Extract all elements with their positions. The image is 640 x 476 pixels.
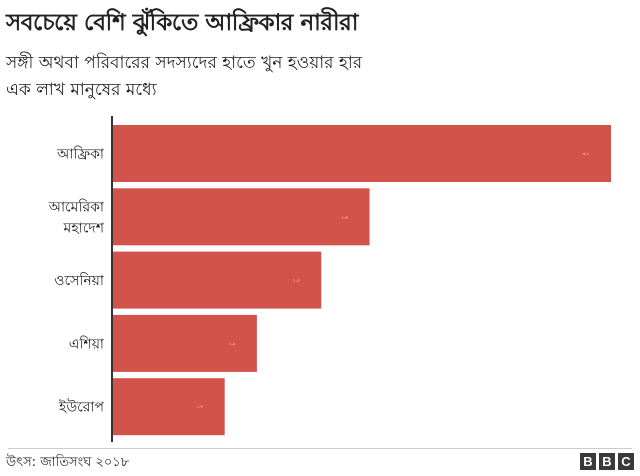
bar bbox=[112, 188, 370, 246]
category-label: এশিয়া bbox=[69, 335, 105, 352]
bar-value-label: ০.৭ bbox=[196, 404, 203, 409]
bar bbox=[112, 125, 611, 182]
category-label: ইউরোপ bbox=[58, 399, 105, 416]
bar-value-label: ৩.১ bbox=[583, 151, 590, 156]
bar bbox=[112, 251, 322, 309]
chart-subtitle: সঙ্গী অথবা পরিবারের সদস্যদের হাতে খুন হও… bbox=[6, 50, 606, 104]
bar bbox=[112, 378, 225, 436]
logo-letter: B bbox=[580, 453, 596, 470]
footer-divider bbox=[8, 448, 632, 449]
logo-letter: C bbox=[618, 453, 634, 470]
category-label: ওসেনিয়া bbox=[54, 272, 105, 289]
subtitle-line: সঙ্গী অথবা পরিবারের সদস্যদের হাতে খুন হও… bbox=[6, 53, 363, 73]
bar-value-label: ১.৩ bbox=[293, 278, 300, 283]
category-label: আমেরিকা bbox=[48, 198, 105, 215]
category-label: মহাদেশ bbox=[63, 220, 105, 236]
bar-value-label: ০.৯ bbox=[229, 341, 236, 346]
bar-value-label: ১.৬ bbox=[341, 214, 348, 219]
subtitle-line: এক লাখ মানুষের মধ্যে bbox=[6, 80, 157, 100]
category-label: আফ্রিকা bbox=[56, 146, 105, 163]
source-note: উৎস: জাতিসংঘ ২০১৮ bbox=[6, 455, 130, 470]
bbc-logo: B B C bbox=[580, 453, 634, 470]
bar bbox=[112, 314, 257, 372]
logo-letter: B bbox=[599, 453, 615, 470]
bar-chart: ৩.১ আফ্রিকা ১.৬ আমেরিকা মহাদেশ ১.৩ ওসেনিয়া ০.৯… bbox=[48, 116, 611, 442]
chart-title: সবচেয়ে বেশি ঝুঁকিতে আফ্রিকার নারীরা bbox=[6, 10, 358, 36]
